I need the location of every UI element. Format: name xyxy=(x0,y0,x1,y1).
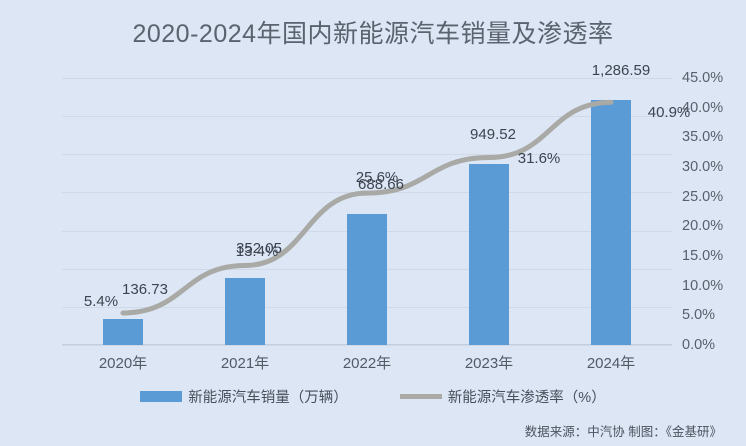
plot-area: 02004006008001000120014000.0%5.0%10.0%15… xyxy=(62,62,723,353)
chart-title: 2020-2024年国内新能源汽车销量及渗透率 xyxy=(132,20,614,48)
x-axis-label-2021年: 2021年 xyxy=(220,355,270,372)
rate-value-label-2020年: 5.4% xyxy=(83,292,119,310)
y-axis-right-tick-label: 5.0% xyxy=(682,307,716,324)
rate-value-label-2024年: 40.9% xyxy=(647,104,691,122)
y-axis-right-tick-label: 45.0% xyxy=(682,70,724,86)
gridline xyxy=(62,345,672,346)
y-axis-right-tick-label: 35.0% xyxy=(682,129,724,146)
bar-value-label-2022年: 688.66 xyxy=(358,175,404,193)
legend-item-penetration-rate[interactable]: 新能源汽车渗透率（%） xyxy=(399,386,606,407)
x-axis-label-2020年: 2020年 xyxy=(98,355,148,372)
legend-line-swatch-icon xyxy=(399,394,442,399)
y-axis-right-tick-label: 25.0% xyxy=(682,188,724,205)
bar-2023年[interactable] xyxy=(469,163,509,345)
y-axis-right-tick-label: 40.0% xyxy=(682,99,724,116)
legend-label-sales: 新能源汽车销量（万辆） xyxy=(188,390,348,406)
y-axis-right-tick-label: 0.0% xyxy=(682,337,716,353)
legend-item-sales[interactable]: 新能源汽车销量（万辆） xyxy=(140,386,348,407)
bar-value-label-2023年: 949.52 xyxy=(470,125,516,143)
gridline xyxy=(62,154,672,156)
bar-value-label-2020年: 136.73 xyxy=(122,280,168,298)
bar-2024年[interactable] xyxy=(591,99,631,345)
bar-2020年[interactable] xyxy=(103,318,143,345)
y-axis-right-tick-label: 15.0% xyxy=(682,248,724,264)
legend-label-penetration-rate: 新能源汽车渗透率（%） xyxy=(447,390,606,406)
rate-value-label-2021年: 13.4% xyxy=(235,243,279,261)
x-axis-label-2022年: 2022年 xyxy=(342,355,392,372)
bar-2022年[interactable] xyxy=(347,213,387,345)
gridline xyxy=(62,78,672,79)
bar-value-label-2021年: 352.05 xyxy=(236,239,282,257)
legend-bar-swatch-icon xyxy=(140,391,183,402)
chart-legend: 新能源汽车销量（万辆） 新能源汽车渗透率（%） xyxy=(0,386,746,407)
y-axis-right-tick-label: 10.0% xyxy=(682,277,724,294)
bar-2021年[interactable] xyxy=(225,277,265,345)
gridline xyxy=(62,116,672,118)
rate-value-label-2023年: 31.6% xyxy=(517,149,561,167)
rate-value-label-2022年: 25.6% xyxy=(355,169,399,187)
source-note: 数据来源：中汽协 制图：《金基研》 xyxy=(524,425,722,439)
x-axis-label-2023年: 2023年 xyxy=(464,355,514,372)
y-axis-right-tick-label: 20.0% xyxy=(682,218,724,235)
bar-value-label-2024年: 1,286.59 xyxy=(591,61,651,79)
x-axis-label-2024年: 2024年 xyxy=(586,355,636,372)
y-axis-right-tick-label: 30.0% xyxy=(682,159,724,175)
x-axis-labels: 2020年 2021年 2022年 2023年 2024年 xyxy=(62,352,672,374)
